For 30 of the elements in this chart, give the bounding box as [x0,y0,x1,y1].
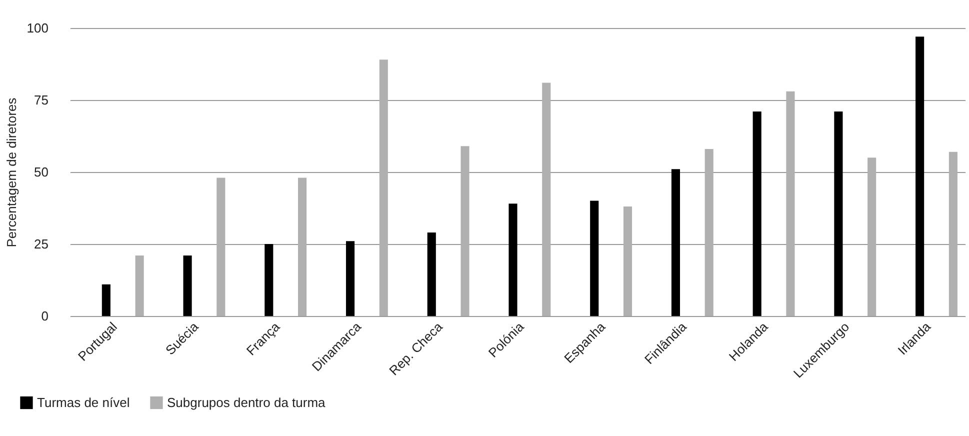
legend-label: Subgrupos dentro da turma [167,394,326,410]
bar [623,206,632,316]
bar [948,152,958,316]
bar [183,256,192,316]
bar [752,112,762,316]
bar [542,82,551,316]
bar [834,112,843,316]
y-tick-label: 50 [34,164,48,180]
bar [346,241,355,316]
y-tick-label: 100 [26,20,48,36]
bar [868,158,876,316]
bar [427,232,436,316]
y-tick-label: 25 [34,236,48,252]
bar [460,146,470,316]
bar [916,36,924,316]
y-axis-title: Percentagem de diretores [4,97,19,248]
bar [786,91,795,316]
bar [379,60,388,316]
bar [590,200,599,316]
bar [216,178,226,316]
bar [704,148,714,316]
bar [671,169,680,316]
bar [508,204,518,316]
legend-label: Turmas de nível [37,394,130,410]
bar [102,284,110,316]
bar [264,244,274,316]
y-tick-label: 75 [34,92,48,108]
y-tick-label: 0 [41,308,48,324]
bar [298,178,307,316]
bar [135,256,144,316]
